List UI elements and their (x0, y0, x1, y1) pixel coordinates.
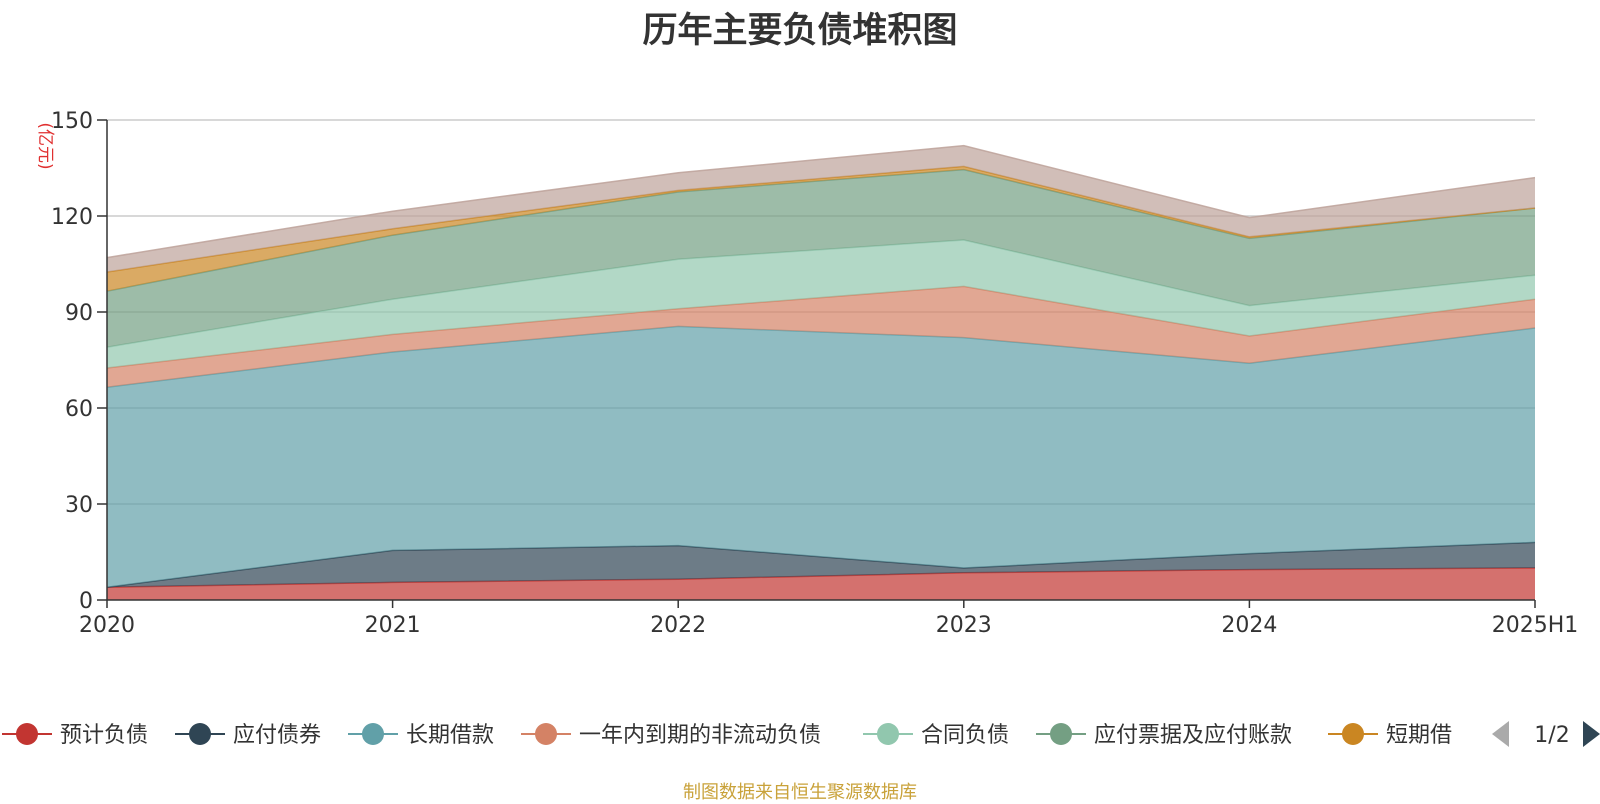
area-series (107, 326, 1535, 588)
x-tick-label: 2021 (365, 613, 421, 638)
x-tick-label: 2025H1 (1492, 613, 1579, 638)
legend-marker-icon (362, 723, 384, 745)
x-tick-label: 2022 (650, 613, 706, 638)
axes: 0 30 60 90 120 150 2020 2021 2022 2023 2024 2025H1 (… (35, 109, 1578, 638)
x-tick-label: 2020 (79, 613, 135, 638)
area-series-layer (106, 144, 1536, 600)
chart-title: 历年主要负债堆积图 (642, 11, 958, 51)
legend-marker-icon (1050, 723, 1072, 745)
area-series (107, 286, 1535, 388)
area-series (107, 169, 1535, 348)
x-tick-label: 2023 (936, 613, 992, 638)
area-series (107, 542, 1535, 588)
legend-label: 应付票据及应付账款 (1094, 723, 1292, 748)
legend-label: 一年内到期的非流动负债 (579, 723, 821, 748)
y-tick-label: 120 (51, 205, 93, 230)
legend-page-indicator: 1/2 (1534, 723, 1569, 748)
legend-label: 短期借 (1386, 723, 1452, 748)
legend-label: 预计负债 (60, 723, 148, 748)
source-note: 制图数据来自恒生聚源数据库 (683, 782, 917, 803)
legend-label: 长期借款 (406, 723, 494, 748)
y-tick-label: 60 (65, 397, 93, 422)
y-tick-label: 30 (65, 493, 93, 518)
y-axis-unit-label: (亿元) (35, 122, 55, 169)
legend-marker-icon (1342, 723, 1364, 745)
legend-label: 应付债券 (233, 723, 321, 748)
legend-prev-page-icon (1492, 721, 1509, 747)
legend-marker-icon (535, 723, 557, 745)
legend-label: 合同负债 (921, 723, 1009, 748)
area-series (107, 240, 1535, 368)
y-tick-label: 90 (65, 301, 93, 326)
y-tick-label: 150 (51, 109, 93, 134)
legend: 预计负债 应付债券 长期借款 一年内到期的非流动负债 合同负债 应付票据及应付账款 短期借 1… (2, 721, 1600, 748)
legend-marker-icon (189, 723, 211, 745)
x-tick-label: 2024 (1221, 613, 1277, 638)
y-tick-label: 0 (79, 589, 93, 614)
legend-marker-icon (16, 723, 38, 745)
legend-next-page-icon (1583, 721, 1600, 747)
area-series-line (106, 144, 1536, 259)
area-series (107, 568, 1535, 600)
legend-marker-icon (877, 723, 899, 745)
area-series (107, 145, 1535, 272)
